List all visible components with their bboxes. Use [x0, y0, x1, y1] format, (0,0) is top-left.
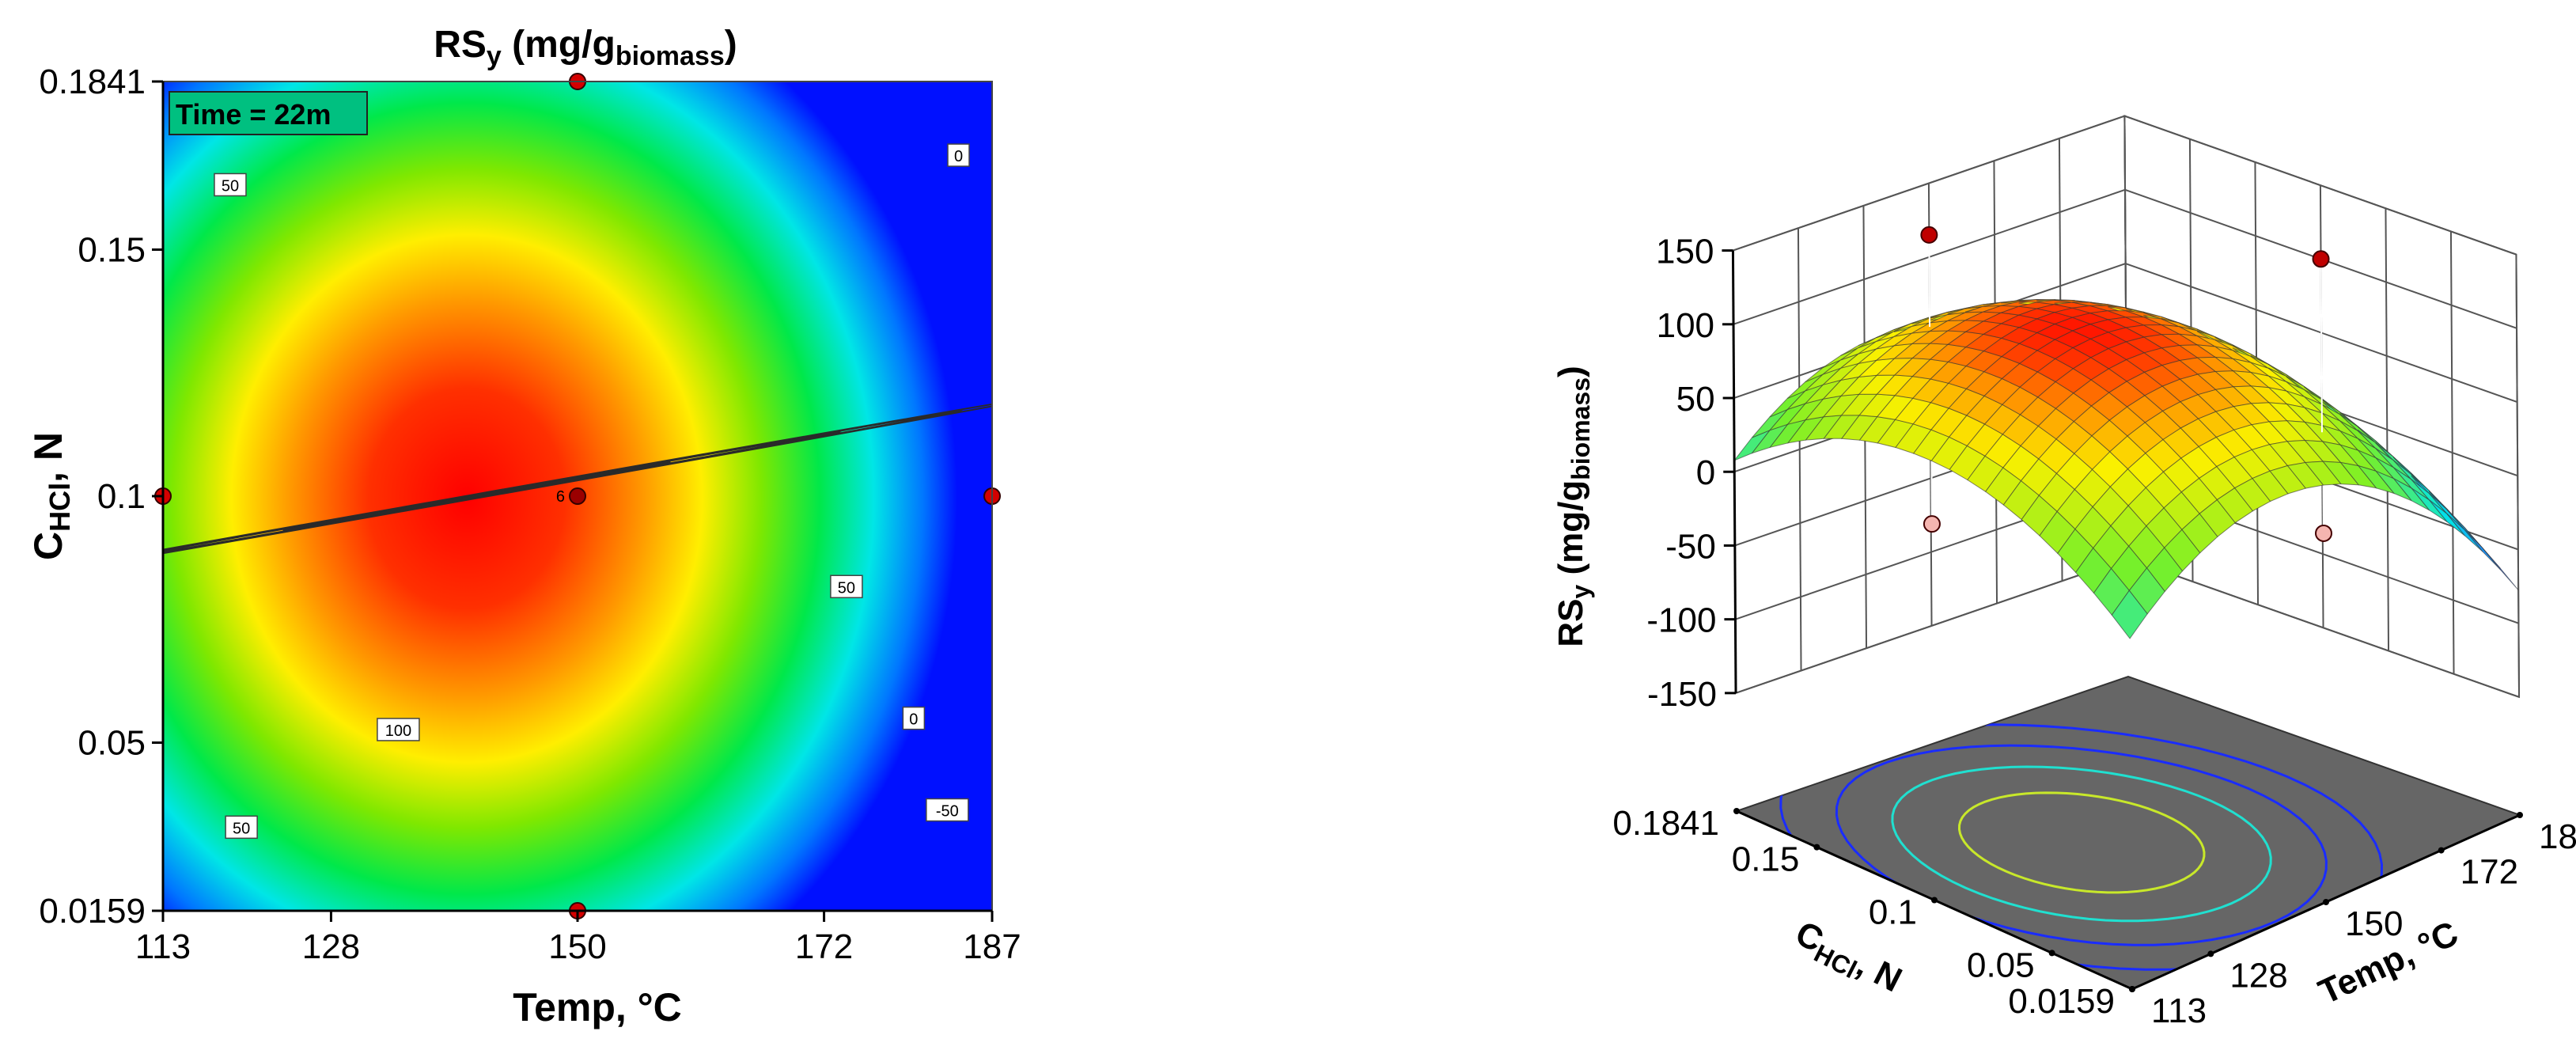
surface-x-tick-label: 113 — [2151, 991, 2207, 1030]
design-points-below-surface — [1923, 461, 2332, 542]
y-label-main: C — [26, 532, 70, 560]
contour-label: 50 — [214, 173, 247, 197]
y-label-suffix: , N — [26, 432, 70, 483]
contour-label: 0 — [947, 143, 970, 167]
response-surface-mesh — [1733, 299, 2519, 639]
svg-text:0: 0 — [954, 148, 963, 165]
z-tick-label: 0 — [1696, 453, 1715, 492]
y-tick-label: 0.1841 — [39, 63, 146, 101]
svg-text:50: 50 — [222, 177, 239, 195]
y-tick-label: 0.1 — [97, 477, 146, 516]
x-tick-label: 128 — [302, 927, 360, 966]
surface-design-point — [1920, 226, 1938, 327]
plot-area: 50 100 50 50 0 0 -50 6 — [154, 73, 1001, 919]
contour-label: 50 — [830, 574, 863, 599]
title-unit-close: ) — [725, 24, 737, 66]
surface-x-tick — [2438, 847, 2445, 854]
z-label-unit-sub: biomass — [1566, 377, 1595, 480]
x-axis: 113 128 150 172 187 — [135, 909, 1021, 966]
surface-design-point — [2312, 250, 2330, 433]
wall-grid-line — [2449, 231, 2455, 674]
z-label-main: RS — [1551, 599, 1590, 647]
surface-x-tick — [2129, 986, 2135, 992]
x-tick-label: 172 — [795, 927, 853, 966]
svg-text:-50: -50 — [936, 803, 959, 821]
x-tick-label: 187 — [963, 927, 1021, 966]
svg-text:100: 100 — [385, 722, 411, 740]
floor-contour-100 — [1957, 791, 2206, 894]
title-unit-sub: biomass — [616, 41, 725, 71]
x-tick-label: 113 — [135, 927, 191, 966]
z-label-unit-open: (mg/g — [1551, 480, 1590, 585]
surface-y-tick-label: 0.1841 — [1612, 804, 1719, 843]
svg-text:50: 50 — [838, 579, 855, 597]
wall-grid-line — [2515, 254, 2521, 697]
surface-x-tick-label: 187 — [2539, 817, 2576, 856]
z-axis-label: RSy (mg/gbiomass) — [1551, 366, 1595, 646]
time-annotation: Time = 22m — [169, 91, 368, 135]
surface-x-tick-label: 172 — [2460, 853, 2518, 892]
surface-chart: 150 100 50 0 -50 -100 -150 0.1841 0.15 0.1 0.050.0… — [1551, 115, 2576, 1030]
contour-line--50 — [163, 390, 992, 602]
time-annotation-text: Time = 22m — [176, 98, 331, 131]
surface-x-tick — [2323, 899, 2329, 905]
surface-y-label-suffix: , N — [1851, 945, 1907, 999]
contour-label: 100 — [377, 718, 420, 741]
contour-label: 0 — [902, 706, 926, 730]
surface-cell — [2482, 548, 2519, 591]
z-tick-label: 50 — [1676, 380, 1715, 419]
svg-text:50: 50 — [233, 820, 250, 837]
surface-design-point — [2315, 484, 2332, 542]
surface-y-tick-label: 0.0159 — [2008, 982, 2115, 1021]
z-tick-label: -150 — [1647, 675, 1717, 714]
z-tick-label: -100 — [1646, 601, 1716, 640]
contour-label: -50 — [926, 798, 969, 822]
wall-grid-line — [2385, 208, 2390, 651]
design-points-above-surface — [1920, 226, 2330, 433]
contour-chart: 50 100 50 50 0 0 -50 6 Time = 22m 113 128 150 172… — [26, 24, 1021, 1029]
z-label-unit-close: ) — [1551, 366, 1590, 377]
z-tick-label: 150 — [1656, 233, 1714, 271]
design-point: 6 — [556, 487, 586, 506]
surface-y-tick — [1813, 844, 1820, 851]
y-axis-label: CHCl, N — [26, 432, 76, 560]
surface-axes: 150 100 50 0 -50 -100 -150 0.1841 0.15 0.1 0.050.0… — [1612, 233, 2576, 1030]
y-tick-label: 0.15 — [78, 230, 146, 269]
surface-y-tick-label: 0.15 — [1732, 840, 1800, 879]
chart-title: RSy (mg/gbiomass) — [434, 24, 737, 71]
contour-lines — [163, 390, 992, 602]
y-label-sub: HCl — [44, 483, 76, 532]
surface-y-tick-label: 0.1 — [1869, 893, 1917, 932]
surface-y-tick — [2048, 950, 2055, 957]
surface-design-point — [1923, 461, 1941, 533]
contour-labels: 50 100 50 50 0 0 -50 — [214, 143, 970, 840]
wall-grid-line — [1797, 228, 1802, 671]
x-axis-label: Temp, °C — [513, 985, 682, 1029]
y-tick-label: 0.05 — [78, 724, 146, 763]
surface-x-tick-label: 150 — [2345, 904, 2403, 943]
surface-y-tick — [1733, 808, 1740, 814]
title-main: RS — [434, 24, 487, 66]
z-tick-label: -50 — [1665, 527, 1716, 566]
title-unit-open: (mg/g — [502, 24, 616, 66]
design-point-label: 6 — [556, 488, 565, 506]
surface-y-tick — [1931, 897, 1938, 904]
z-label-main-sub: y — [1566, 585, 1595, 599]
surface-y-tick-label: 0.05 — [1967, 946, 2035, 984]
title-main-sub: y — [487, 41, 502, 71]
surface-x-tick-label: 128 — [2229, 956, 2287, 995]
y-axis: 0.0159 0.05 0.1 0.15 0.1841 — [39, 63, 165, 931]
surface-x-tick — [2207, 950, 2214, 957]
surface-x-tick — [2517, 812, 2523, 818]
svg-text:0: 0 — [909, 711, 918, 729]
z-tick-label: 100 — [1657, 306, 1714, 345]
y-tick-label: 0.0159 — [39, 892, 146, 931]
x-tick-label: 150 — [548, 927, 606, 966]
floor-contour-50 — [1891, 765, 2272, 923]
contour-label: 50 — [225, 815, 258, 840]
